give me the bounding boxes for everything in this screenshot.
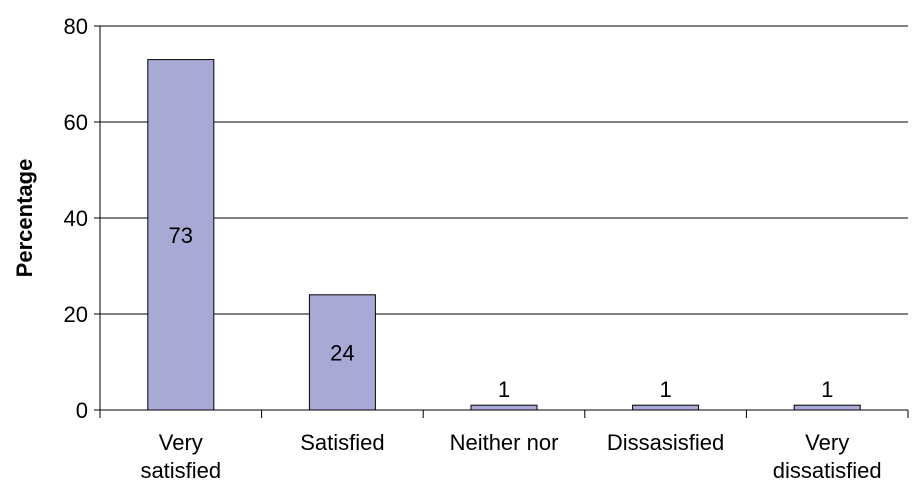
data-label: 1 — [659, 377, 671, 402]
bar — [470, 404, 538, 411]
bar — [632, 404, 700, 411]
gridlines — [100, 25, 908, 315]
y-tick-label: 0 — [76, 398, 88, 423]
y-tick-label: 20 — [64, 302, 88, 327]
bar — [147, 59, 215, 411]
axes — [94, 25, 909, 418]
data-label: 73 — [169, 223, 193, 248]
bars — [147, 59, 861, 411]
data-label: 1 — [821, 377, 833, 402]
y-tick-label: 60 — [64, 110, 88, 135]
y-axis-title: Percentage — [12, 159, 37, 278]
x-tick-label: Dissasisfied — [607, 430, 724, 455]
x-tick-label: Neither nor — [450, 430, 559, 455]
labels: 0 20 40 60 80 73 Very satisfied 24 Satisfied 1 Neit… — [64, 14, 882, 483]
bar — [793, 404, 861, 411]
data-label: 1 — [498, 377, 510, 402]
x-tick-label: Very satisfied — [140, 430, 221, 483]
y-tick-label: 40 — [64, 206, 88, 231]
x-tick-label: Very dissatisfied — [773, 430, 882, 483]
y-tick-label: 80 — [64, 14, 88, 39]
x-tick-label: Satisfied — [300, 430, 384, 455]
data-label: 24 — [330, 340, 354, 365]
